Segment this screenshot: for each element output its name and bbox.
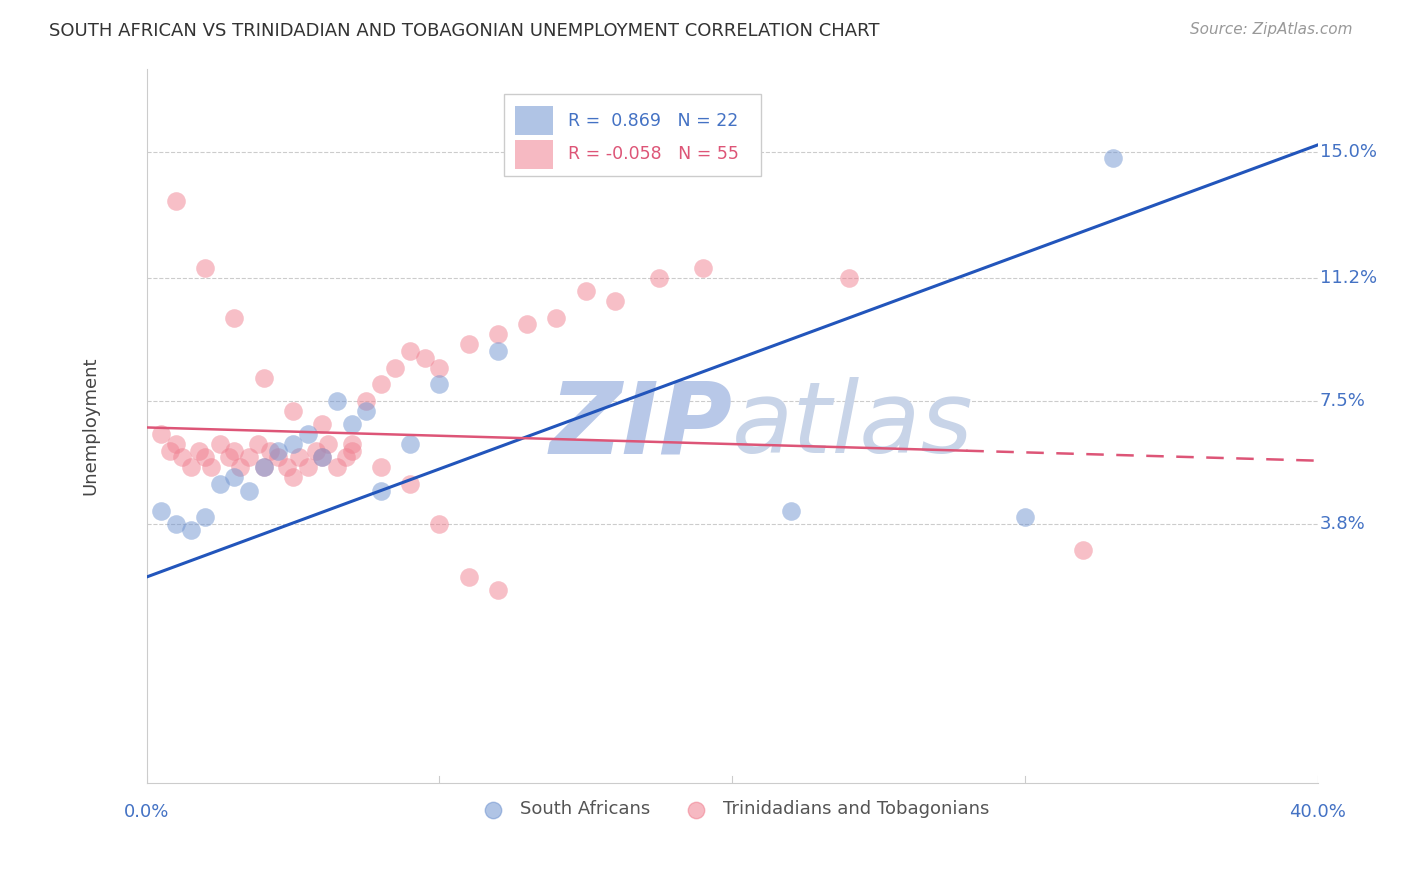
Text: Source: ZipAtlas.com: Source: ZipAtlas.com <box>1189 22 1353 37</box>
Point <box>297 460 319 475</box>
Point <box>208 437 231 451</box>
Point <box>486 327 509 342</box>
Point <box>399 437 422 451</box>
Point <box>194 510 217 524</box>
Point <box>648 271 671 285</box>
Point <box>575 284 598 298</box>
Point <box>486 344 509 359</box>
Text: 3.8%: 3.8% <box>1320 515 1365 533</box>
Point <box>1014 510 1036 524</box>
Point <box>218 450 240 465</box>
Text: Unemployment: Unemployment <box>82 357 100 495</box>
Point <box>165 516 187 531</box>
Point <box>267 443 290 458</box>
Point <box>150 427 173 442</box>
Text: 40.0%: 40.0% <box>1289 803 1346 821</box>
Point <box>1101 151 1123 165</box>
Text: 0.0%: 0.0% <box>124 803 169 821</box>
Point <box>229 460 252 475</box>
Point <box>165 437 187 451</box>
Point <box>180 460 202 475</box>
Point <box>603 294 626 309</box>
Point <box>150 503 173 517</box>
Point <box>188 443 211 458</box>
Point <box>281 437 304 451</box>
Point <box>253 370 276 384</box>
Point <box>297 427 319 442</box>
Point <box>326 393 349 408</box>
Point <box>546 310 568 325</box>
Point <box>311 450 333 465</box>
Point <box>326 460 349 475</box>
Point <box>399 477 422 491</box>
Point <box>238 483 260 498</box>
Text: R = -0.058   N = 55: R = -0.058 N = 55 <box>568 145 740 163</box>
Point <box>224 310 246 325</box>
Text: R =  0.869   N = 22: R = 0.869 N = 22 <box>568 112 738 129</box>
Point <box>457 570 479 584</box>
Point <box>779 503 801 517</box>
Point <box>1073 543 1095 558</box>
Point <box>170 450 193 465</box>
Point <box>838 271 860 285</box>
Point <box>340 417 363 431</box>
Point <box>288 450 311 465</box>
Point <box>384 360 406 375</box>
Text: ZIP: ZIP <box>550 377 733 475</box>
Point <box>305 443 328 458</box>
Point <box>427 516 450 531</box>
Bar <box>516 140 553 169</box>
Text: 11.2%: 11.2% <box>1320 268 1376 287</box>
Bar <box>516 106 553 135</box>
Point <box>370 460 392 475</box>
Point <box>224 470 246 484</box>
Point <box>267 450 290 465</box>
Point <box>427 377 450 392</box>
Point <box>224 443 246 458</box>
Point <box>316 437 339 451</box>
Point <box>399 344 422 359</box>
Point <box>311 417 333 431</box>
Text: 15.0%: 15.0% <box>1320 143 1376 161</box>
Text: 7.5%: 7.5% <box>1320 392 1365 409</box>
Point <box>180 524 202 538</box>
Point <box>200 460 222 475</box>
Point <box>246 437 269 451</box>
Point <box>370 483 392 498</box>
Point <box>516 318 538 332</box>
Point <box>238 450 260 465</box>
Point <box>194 450 217 465</box>
Point <box>370 377 392 392</box>
Point <box>281 470 304 484</box>
Point <box>194 260 217 275</box>
Point <box>208 477 231 491</box>
Point <box>335 450 357 465</box>
Text: SOUTH AFRICAN VS TRINIDADIAN AND TOBAGONIAN UNEMPLOYMENT CORRELATION CHART: SOUTH AFRICAN VS TRINIDADIAN AND TOBAGON… <box>49 22 880 40</box>
Point <box>340 443 363 458</box>
Legend: South Africans, Trinidadians and Tobagonians: South Africans, Trinidadians and Tobagon… <box>468 793 997 825</box>
Point <box>165 194 187 209</box>
Point <box>340 437 363 451</box>
Point <box>281 404 304 418</box>
Point <box>427 360 450 375</box>
Point <box>457 337 479 351</box>
Point <box>311 450 333 465</box>
Point <box>692 260 714 275</box>
Point <box>259 443 281 458</box>
Point <box>276 460 298 475</box>
FancyBboxPatch shape <box>503 94 762 176</box>
Point <box>159 443 181 458</box>
Point <box>486 583 509 598</box>
Point <box>413 351 436 365</box>
Point <box>354 393 377 408</box>
Point <box>354 404 377 418</box>
Point <box>253 460 276 475</box>
Point <box>253 460 276 475</box>
Text: atlas: atlas <box>733 377 974 475</box>
